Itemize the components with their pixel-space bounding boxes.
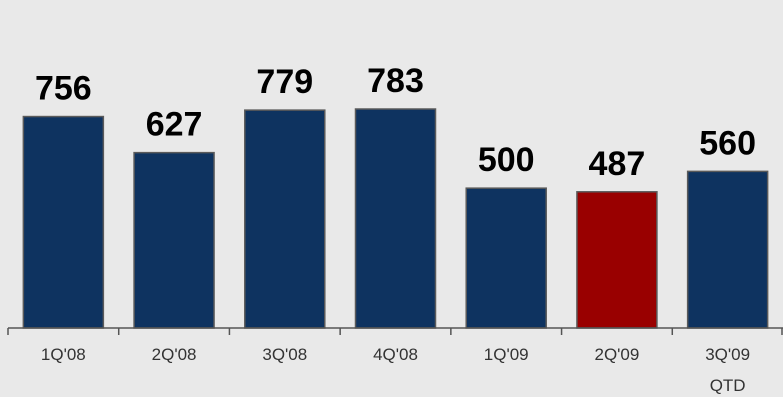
x-tick-label-2: 3Q'08	[262, 345, 307, 364]
bar-value-label-1: 627	[146, 106, 203, 144]
bar-2	[244, 109, 326, 329]
x-tick-label-6: 3Q'09	[705, 345, 750, 364]
bar-value-label-3: 783	[367, 62, 424, 100]
x-tick-sublabel-6: QTD	[710, 376, 746, 395]
bar-6	[686, 170, 769, 329]
x-tick-label-3: 4Q'08	[373, 345, 418, 364]
x-axis-ticks	[7, 328, 783, 335]
bar-4	[465, 187, 547, 329]
bar-value-label-6: 560	[699, 124, 756, 162]
x-tick-label-0: 1Q'08	[41, 345, 86, 364]
bar-value-label-5: 487	[589, 145, 646, 183]
x-tick-label-4: 1Q'09	[484, 345, 529, 364]
bar-0	[22, 115, 105, 329]
value-labels-group: 756 627 779 783 500 487 560	[35, 62, 756, 183]
bar-1	[133, 151, 215, 329]
bar-3	[354, 108, 437, 329]
x-axis-tick-labels: 1Q'08 2Q'08 3Q'08 4Q'08 1Q'09 2Q'09 3Q'09 QTD	[41, 345, 750, 395]
x-tick-label-5: 2Q'09	[595, 345, 640, 364]
x-tick-label-1: 2Q'08	[152, 345, 197, 364]
bar-value-label-4: 500	[478, 141, 535, 179]
bar-value-label-2: 779	[256, 63, 313, 101]
bar-value-label-0: 756	[35, 70, 92, 108]
bars-group	[22, 108, 769, 329]
bar-5	[576, 191, 658, 329]
